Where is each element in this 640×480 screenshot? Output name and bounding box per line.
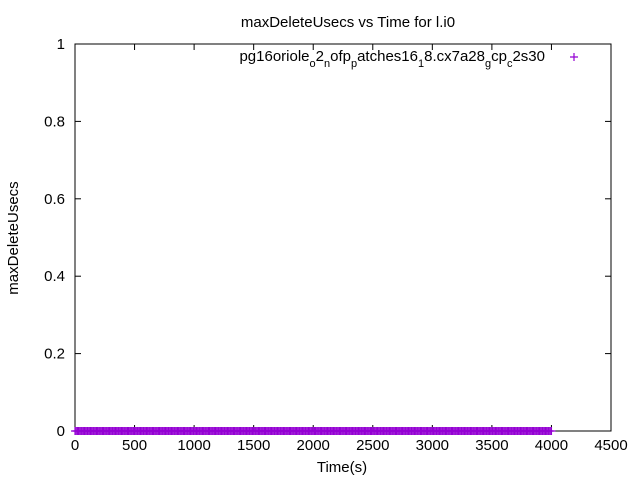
- x-tick-label: 1000: [177, 437, 210, 454]
- legend-label-part: atches16: [357, 48, 418, 65]
- legend-label-part: n: [324, 58, 330, 70]
- y-tick-label: 0.4: [44, 268, 65, 285]
- legend-marker: [570, 53, 578, 61]
- x-tick-label: 2500: [356, 437, 389, 454]
- y-axis: 0 0.2 0.4 0.6 0.8 1: [44, 36, 611, 440]
- x-tick-label: 0: [71, 437, 79, 454]
- legend-label-part: 8.cx7a28: [424, 48, 485, 65]
- legend-label-part: 2s30: [512, 48, 545, 65]
- legend-label-part: 2: [316, 48, 324, 65]
- legend-label-part: p: [351, 58, 357, 70]
- legend-label-part: c: [507, 58, 513, 70]
- x-tick-label: 4000: [535, 437, 568, 454]
- legend-label-part: 1: [418, 58, 424, 70]
- x-tick-label: 4500: [594, 437, 627, 454]
- x-tick-label: 1500: [237, 437, 270, 454]
- x-tick-label: 500: [122, 437, 147, 454]
- legend-label-part: cp: [491, 48, 507, 65]
- legend-label-part: ofp: [330, 48, 351, 65]
- x-tick-label: 3000: [416, 437, 449, 454]
- y-tick-label: 1: [57, 36, 65, 53]
- x-tick-label: 2000: [297, 437, 330, 454]
- x-axis-label: Time(s): [317, 459, 367, 476]
- x-tick-label: 3500: [475, 437, 508, 454]
- y-tick-label: 0.6: [44, 191, 65, 208]
- x-axis: 0 500 1000 1500 2000 2500 3000 3500 4000 4500: [71, 44, 628, 454]
- legend-label-part: pg16oriole: [239, 48, 309, 65]
- y-tick-label: 0: [57, 423, 65, 440]
- legend: pg16orioleo2nofppatches1618.cx7a28gcpc2s…: [239, 48, 578, 70]
- series-points: [71, 427, 556, 435]
- y-tick-label: 0.2: [44, 346, 65, 363]
- data-point: [547, 427, 556, 435]
- legend-label-part: g: [485, 58, 491, 70]
- y-axis-label: maxDeleteUsecs: [5, 181, 22, 294]
- plot-frame: [74, 43, 612, 432]
- y-tick-label: 0.8: [44, 113, 65, 130]
- legend-label-part: o: [310, 58, 316, 70]
- legend-label: pg16orioleo2nofppatches1618.cx7a28gcpc2s…: [239, 48, 545, 70]
- chart-title: maxDeleteUsecs vs Time for l.i0: [241, 14, 455, 31]
